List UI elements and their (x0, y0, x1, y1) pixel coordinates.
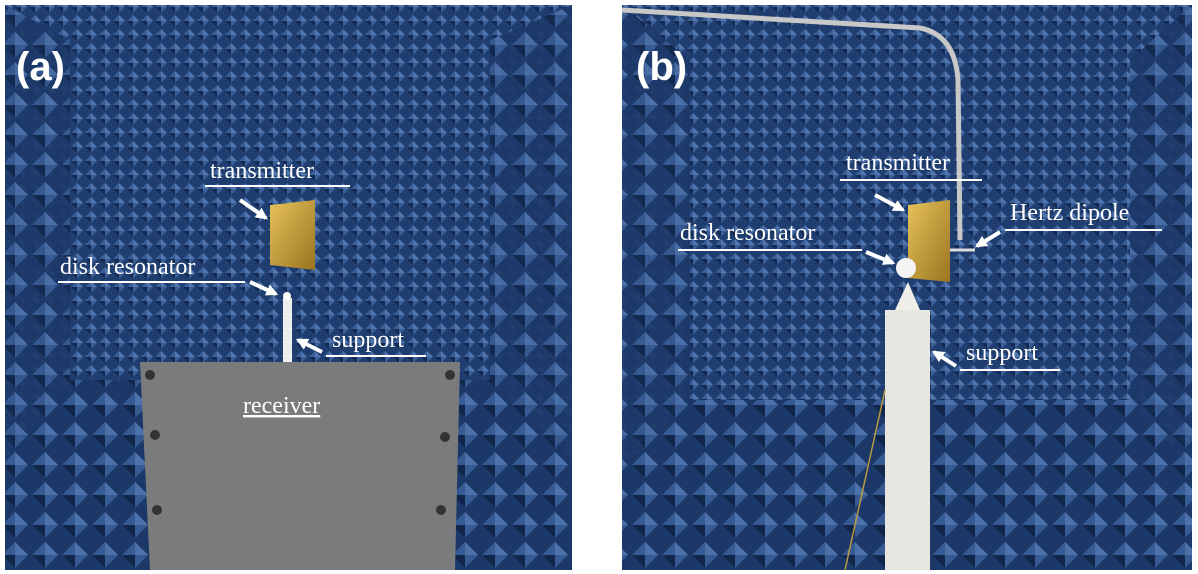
annotation: support (332, 327, 404, 353)
side-wall (1130, 5, 1192, 470)
figure: (a) transmitter disk resonator support r… (0, 0, 1198, 574)
side-wall (490, 5, 572, 460)
annotation: disk resonator (680, 220, 815, 246)
panel-b: (b) transmitter Hertz dipole disk resona… (622, 5, 1192, 570)
bolt (145, 370, 155, 380)
annotation: disk resonator (60, 254, 195, 280)
bolt (150, 430, 160, 440)
bolt (440, 432, 450, 442)
annotation: support (966, 340, 1038, 366)
disk (283, 292, 291, 300)
annotation: receiver (243, 393, 320, 419)
panel-label: (b) (636, 45, 687, 89)
support-column (885, 310, 930, 570)
bolt (152, 505, 162, 515)
annotation: Hertz dipole (1010, 200, 1129, 226)
panel-label: (a) (16, 45, 65, 89)
horn (270, 200, 315, 270)
bolt (445, 370, 455, 380)
disk (896, 258, 916, 278)
panel-a: (a) transmitter disk resonator support r… (5, 5, 572, 570)
annotation: transmitter (846, 150, 950, 176)
bolt (436, 505, 446, 515)
annotation: transmitter (210, 158, 314, 184)
support-rod (283, 298, 292, 362)
